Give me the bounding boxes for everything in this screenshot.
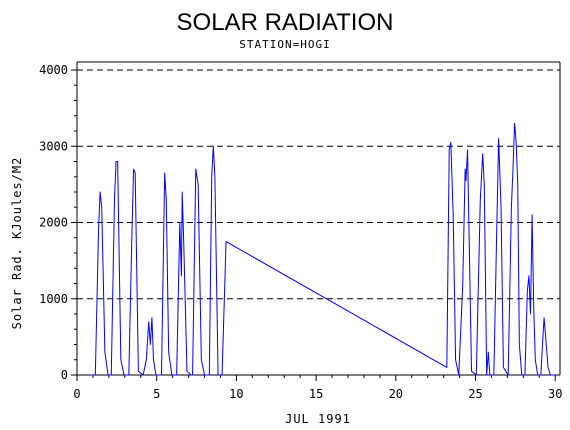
x-tick-label: 20	[389, 387, 403, 401]
y-tick-label: 4000	[39, 63, 68, 77]
x-axis-label: JUL 1991	[285, 412, 351, 426]
x-tick-labels: 0 5 10 15 20 25 30	[73, 387, 562, 401]
y-tick-label: 0	[61, 368, 68, 382]
data-series	[90, 122, 556, 376]
y-tick-labels: 0 1000 2000 3000 4000	[39, 63, 68, 382]
x-tick-label: 10	[229, 387, 243, 401]
y-tick-label: 3000	[39, 139, 68, 153]
x-tick-label: 25	[468, 387, 482, 401]
x-tick-label: 30	[548, 387, 562, 401]
gridlines	[77, 69, 560, 300]
series-line-0	[90, 122, 556, 376]
x-tick-label: 0	[73, 387, 80, 401]
chart-subtitle: STATION=HOGI	[239, 38, 330, 51]
x-tick-label: 5	[153, 387, 160, 401]
tick-marks	[71, 69, 556, 381]
y-tick-label: 1000	[39, 292, 68, 306]
chart-title: SOLAR RADIATION	[177, 9, 394, 36]
y-axis-label: Solar Rad. KJoules/M2	[10, 157, 24, 330]
y-tick-label: 2000	[39, 216, 68, 230]
x-tick-label: 15	[309, 387, 323, 401]
